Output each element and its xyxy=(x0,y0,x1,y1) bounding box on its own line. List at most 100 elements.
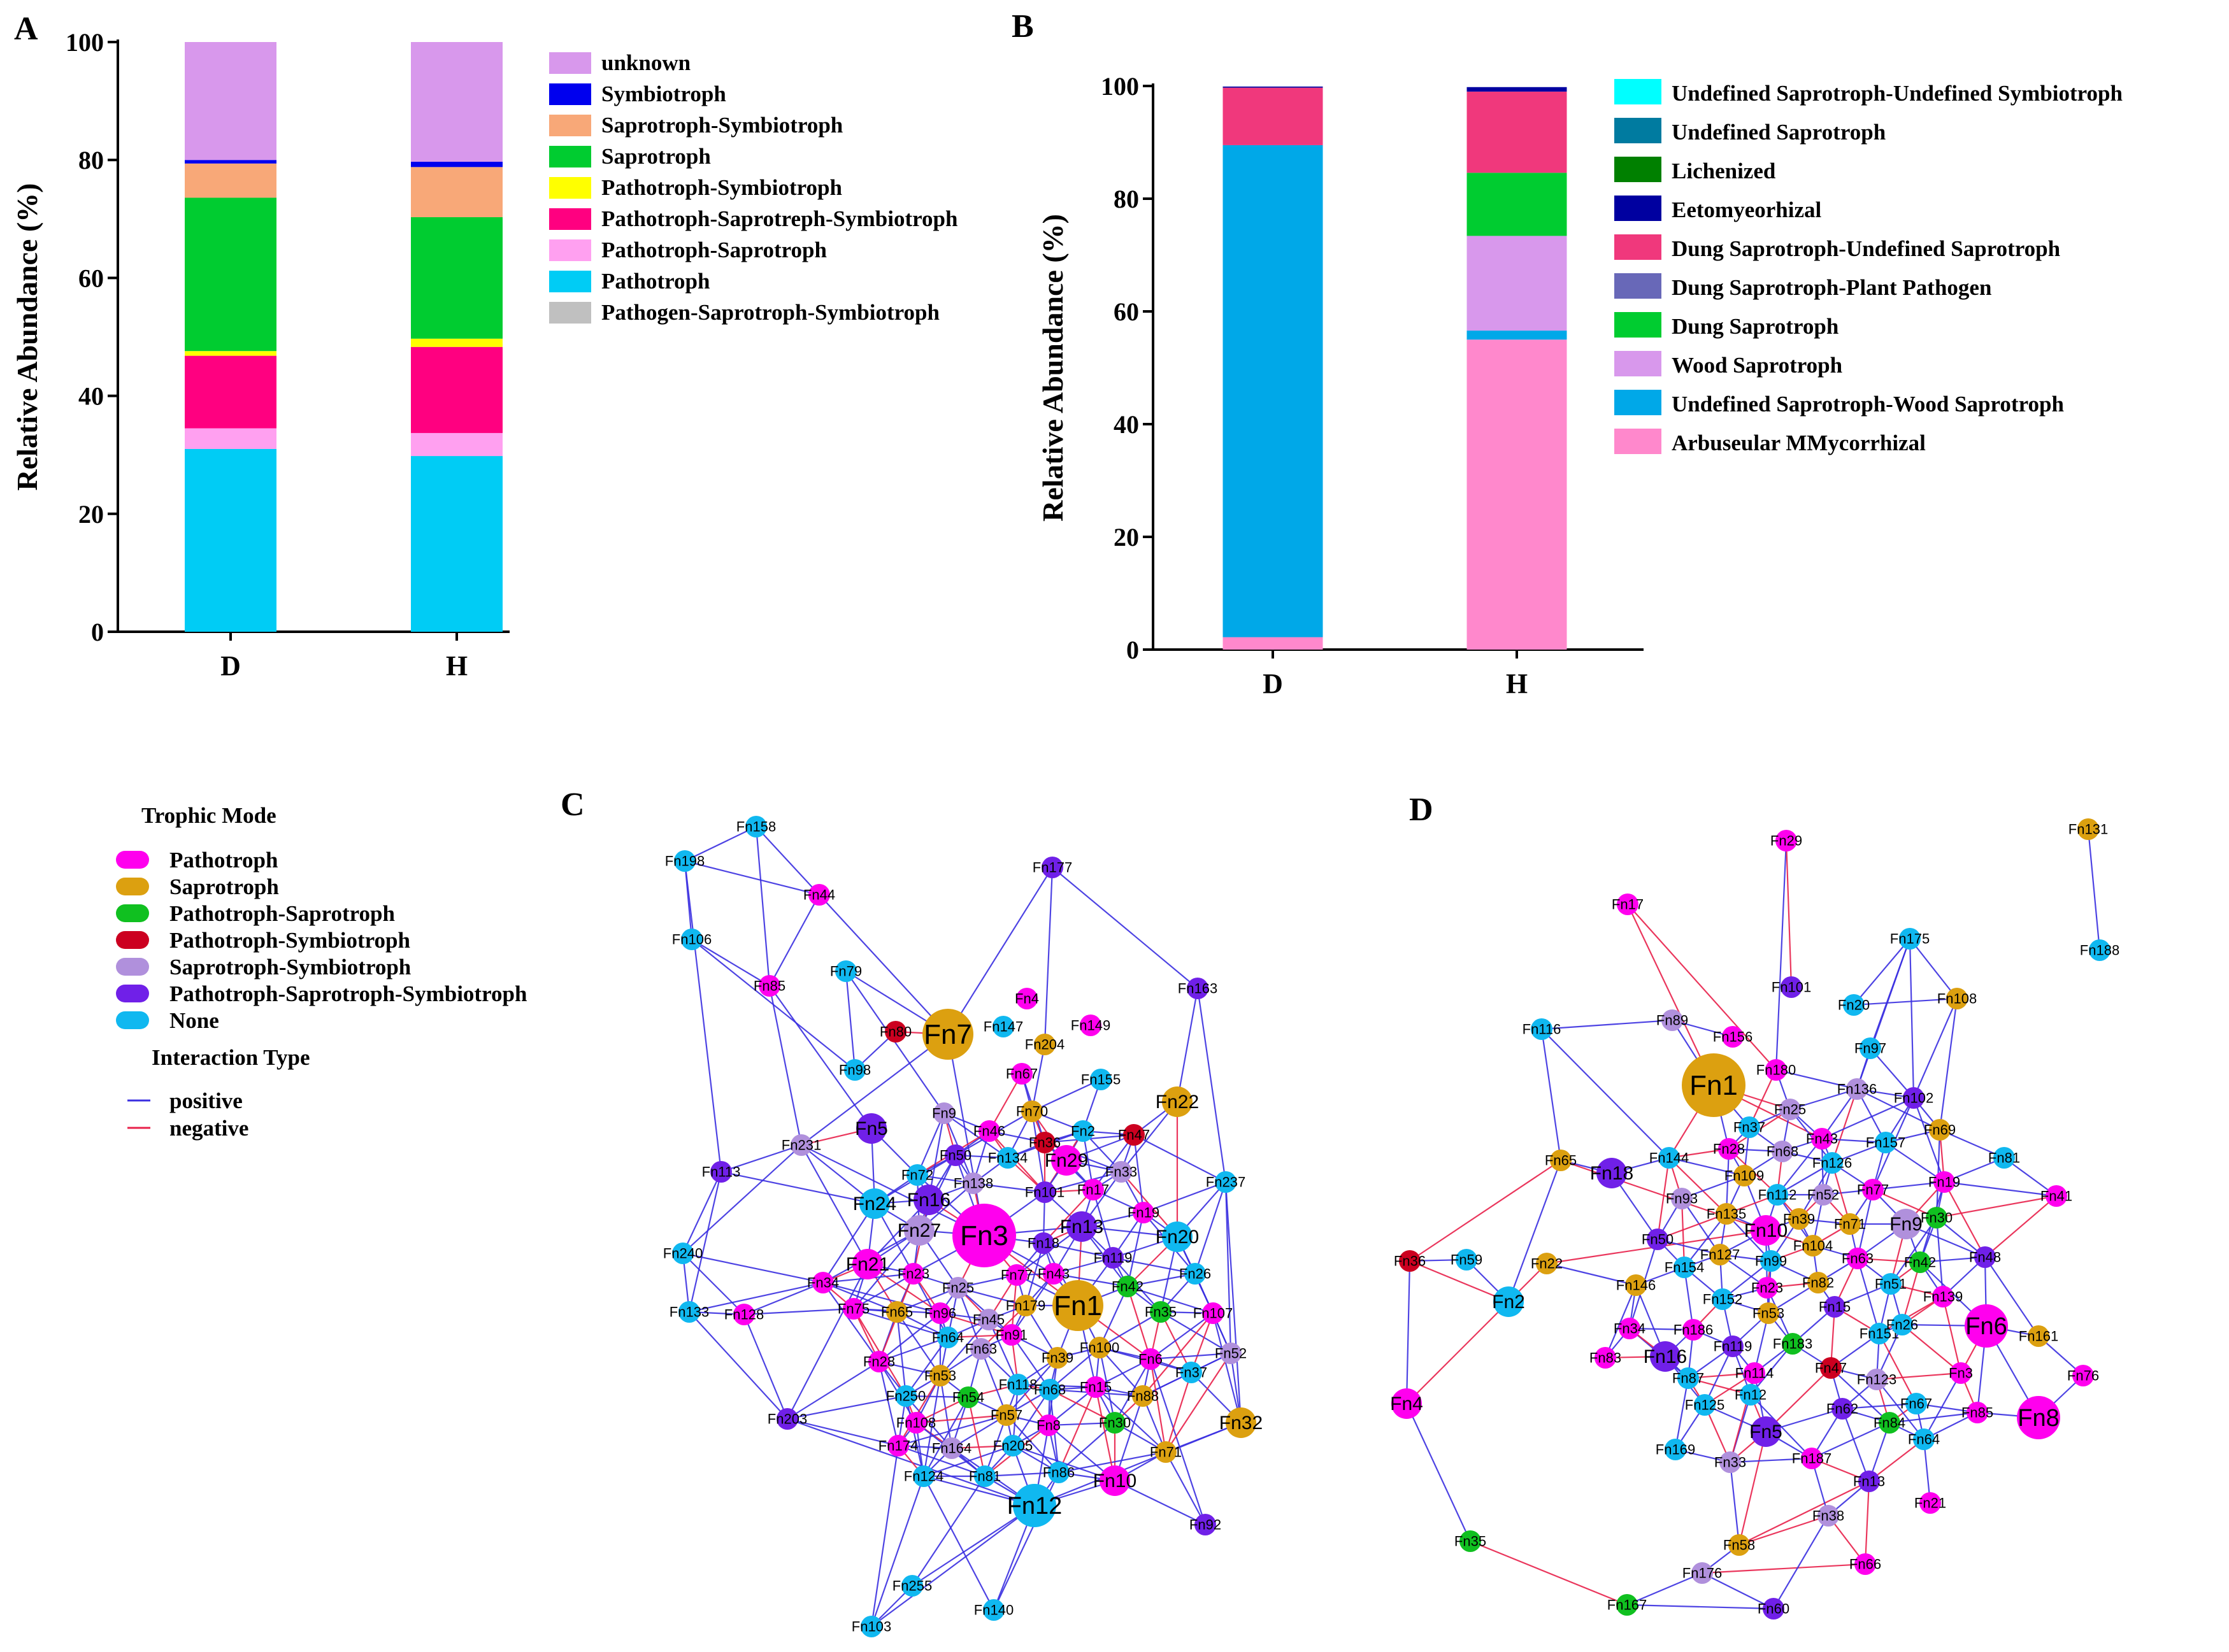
node-label-fn123: Fn123 xyxy=(1857,1371,1896,1387)
node-label-fn91: Fn91 xyxy=(996,1327,1028,1342)
node-fn68 xyxy=(1772,1141,1793,1162)
node-fn67 xyxy=(1905,1393,1927,1414)
node-label-fn118: Fn118 xyxy=(999,1376,1038,1392)
edge-positive xyxy=(1092,1189,1114,1258)
node-fn179 xyxy=(1015,1295,1036,1316)
node-fn158 xyxy=(745,816,767,837)
edge-negative xyxy=(1738,1481,1870,1546)
edge-positive xyxy=(913,1273,949,1338)
bar-segment-pathotroph-saprotreph-symbiotroph-d xyxy=(185,355,276,429)
legend-swatch-pathotroph-saprotroph xyxy=(549,239,591,261)
edge-negative xyxy=(989,1073,1022,1132)
edge-negative xyxy=(1738,1514,1829,1546)
node-fn35 xyxy=(1459,1530,1481,1552)
edge-positive xyxy=(743,1307,854,1316)
edge-negative xyxy=(1944,1181,1986,1258)
node-fn64 xyxy=(937,1327,959,1348)
node-fn180 xyxy=(1765,1059,1787,1081)
edge-positive xyxy=(878,1361,899,1446)
node-fn127 xyxy=(1709,1244,1731,1265)
edge-positive xyxy=(1212,1313,1242,1423)
node-fn37 xyxy=(1180,1362,1202,1383)
node-label-fn70: Fn70 xyxy=(1016,1103,1048,1119)
node-fn25 xyxy=(947,1277,969,1299)
bar-segment-pathotroph-saprotreph-symbiotroph-h xyxy=(411,346,503,433)
node-fn63 xyxy=(970,1338,992,1360)
bar-segment-pathotroph-saprotroph-d xyxy=(185,428,276,449)
node-fn187 xyxy=(1801,1448,1823,1469)
bar-segment-pathotroph-d xyxy=(185,448,276,632)
node-label-fn89: Fn89 xyxy=(1656,1012,1688,1028)
node-label-fn169: Fn169 xyxy=(1656,1441,1695,1457)
edge-positive xyxy=(916,1113,945,1176)
edge-positive xyxy=(1935,1217,1944,1297)
node-label-fn96: Fn96 xyxy=(924,1305,956,1321)
edge-negative xyxy=(1702,1563,1866,1574)
y-tick-label: 60 xyxy=(1114,297,1139,326)
edge-positive xyxy=(769,985,872,1129)
bar-segment-pathotroph-symbiotroph-h xyxy=(411,338,503,347)
node-fn83 xyxy=(1595,1347,1616,1369)
edge-negative xyxy=(1627,904,1714,1086)
legend-label-pathotroph-saprotreph-symbiotroph: Pathotroph-Saprotreph-Symbiotroph xyxy=(601,206,957,231)
node-label-fn10: Fn10 xyxy=(1093,1470,1136,1492)
network-d: Fn29 Fn131 Fn17 Fn175 Fn188 Fn101 Fn108 Fn116 Fn… xyxy=(1390,818,2119,1620)
node-fn87 xyxy=(1677,1367,1699,1389)
panel-letter-d: D xyxy=(1409,792,1433,828)
edge-positive xyxy=(922,1375,942,1477)
node-fn93 xyxy=(1671,1188,1693,1209)
node-label-fn34: Fn34 xyxy=(807,1274,839,1290)
edge-positive xyxy=(905,1395,925,1477)
edge-positive xyxy=(1856,1088,1940,1130)
edge-negative xyxy=(1627,904,1777,1071)
node-fn136 xyxy=(1846,1078,1868,1100)
edge-positive xyxy=(1541,1019,1673,1030)
edge-negative xyxy=(1409,1260,1509,1303)
edge-positive xyxy=(691,939,770,986)
legend-label-pathotroph-symbiotroph: Pathotroph-Symbiotroph xyxy=(169,928,410,953)
node-label-fn71: Fn71 xyxy=(1834,1216,1866,1232)
y-tick-label: 100 xyxy=(66,28,104,57)
node-fn84 xyxy=(1879,1412,1900,1434)
edge-positive xyxy=(801,1144,985,1236)
node-label-fn155: Fn155 xyxy=(1081,1071,1121,1087)
edge-negative xyxy=(967,1397,986,1477)
edge-positive xyxy=(853,1230,920,1309)
node-fn102 xyxy=(1903,1087,1924,1109)
bar-segment-wood-saprotroph-h xyxy=(1466,236,1567,331)
node-label-fn112: Fn112 xyxy=(1758,1186,1797,1202)
legend-node-saprotroph-symbiotroph xyxy=(116,958,149,976)
edge-negative xyxy=(1657,1213,1727,1241)
node-fn37 xyxy=(1738,1116,1760,1138)
node-label-fn98: Fn98 xyxy=(839,1062,871,1078)
node-label-fn135: Fn135 xyxy=(1707,1206,1746,1221)
node-label-fn52: Fn52 xyxy=(1807,1186,1839,1202)
node-fn157 xyxy=(1875,1132,1896,1153)
node-label-fn47: Fn47 xyxy=(1815,1360,1847,1376)
edge-negative xyxy=(1868,1439,1924,1482)
node-fn23 xyxy=(903,1263,924,1285)
node-fn22 xyxy=(1536,1253,1558,1274)
node-fn33 xyxy=(1719,1451,1741,1473)
node-fn80 xyxy=(885,1021,907,1043)
bar-segment-undefined-saprotroph-wood-saprotroph-h xyxy=(1466,331,1567,340)
edge-positive xyxy=(756,826,820,895)
node-fn48 xyxy=(1974,1246,1996,1268)
node-fn4 xyxy=(1016,988,1038,1009)
node-fn96 xyxy=(929,1302,951,1324)
node-label-fn187: Fn187 xyxy=(1792,1450,1831,1466)
node-label-fn13: Fn13 xyxy=(1060,1216,1103,1237)
bar-segment-unknown-h xyxy=(411,42,503,162)
node-label-fn65: Fn65 xyxy=(881,1304,913,1320)
y-tick-label: 20 xyxy=(1114,523,1139,552)
node-label-fn59: Fn59 xyxy=(1451,1251,1482,1267)
node-fn108 xyxy=(905,1412,927,1434)
node-fn112 xyxy=(1767,1184,1788,1206)
node-fn54 xyxy=(957,1386,979,1408)
edge-positive xyxy=(801,1034,949,1146)
edge-positive xyxy=(853,1307,949,1339)
node-fn15 xyxy=(1085,1376,1107,1398)
node-label-fn8: Fn8 xyxy=(1036,1417,1061,1433)
legend-label-pathotroph: Pathotroph xyxy=(601,269,710,294)
node-fn62 xyxy=(1831,1398,1853,1420)
